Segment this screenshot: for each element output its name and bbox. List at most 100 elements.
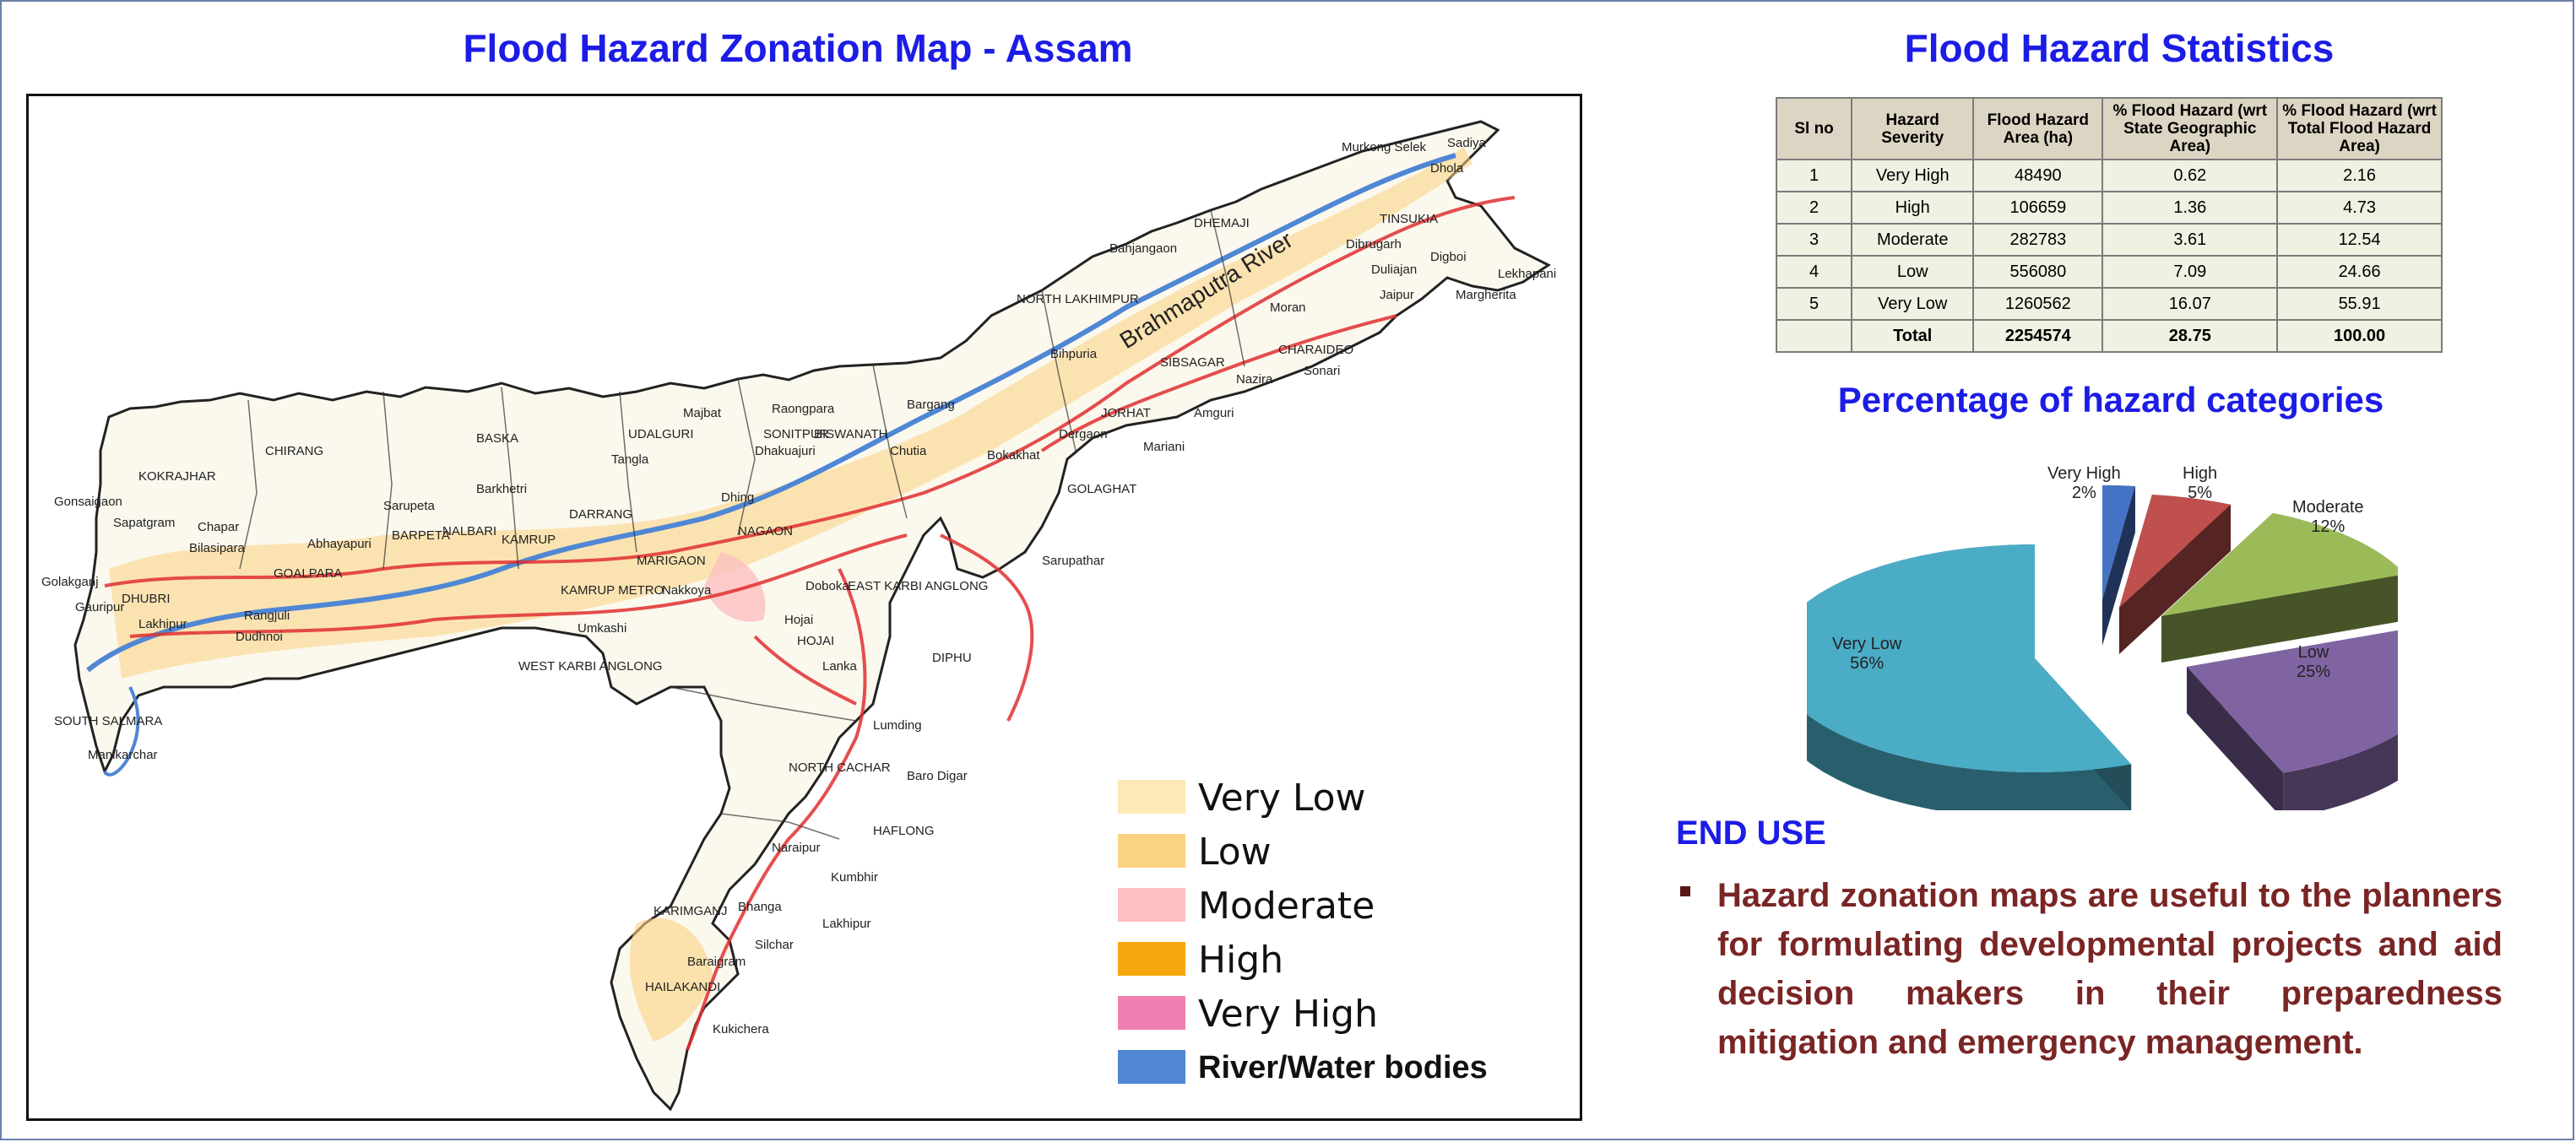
table-cell: 28.75: [2101, 319, 2279, 353]
table-cell: 1: [1775, 159, 1853, 192]
place-label: Dhola: [1430, 161, 1464, 176]
legend-swatch: [1118, 942, 1185, 976]
legend-swatch: [1118, 780, 1185, 814]
place-label: KAMRUP: [502, 533, 556, 547]
table-row: 2 High 106659 1.36 4.73: [1775, 191, 2443, 225]
flood-stats-table: Sl no Hazard Severity Flood Hazard Area …: [1775, 97, 2443, 353]
pie-slice-very-low: [1773, 544, 2132, 772]
pie-chart: Very High 2% High 5% Moderate 12% Low 25% Ve…: [1773, 456, 2449, 820]
table-cell: 1.36: [2101, 191, 2279, 225]
place-label: Jaipur: [1380, 288, 1414, 302]
place-label: Lakhipur: [822, 917, 871, 931]
place-label: Dibrugarh: [1346, 237, 1402, 252]
pie-label-very-low: Very Low 56%: [1832, 635, 1901, 674]
slice-name: Very High: [2047, 464, 2121, 483]
place-label: Naraipur: [772, 841, 821, 855]
place-label: EAST KARBI ANGLONG: [848, 579, 988, 593]
table-cell: Total: [1851, 319, 1975, 353]
legend-label: River/Water bodies: [1198, 1050, 1488, 1085]
end-use-text: Hazard zonation maps are useful to the p…: [1717, 877, 2503, 1061]
place-label: KAMRUP METRO: [561, 583, 664, 598]
place-label: Margherita: [1456, 288, 1516, 302]
table-header-row: Sl no Hazard Severity Flood Hazard Area …: [1775, 97, 2443, 160]
place-label: Umkashi: [578, 621, 626, 636]
bullet-icon: [1680, 886, 1690, 896]
place-label: Dudhnoi: [236, 630, 283, 644]
place-label: GOALPARA: [274, 566, 342, 581]
place-label: KARIMGANJ: [653, 904, 728, 918]
hazard-zone-lowland: [109, 147, 1472, 679]
column-header: % Flood Hazard (wrt Total Flood Hazard A…: [2276, 97, 2443, 160]
place-label: HAFLONG: [873, 824, 935, 838]
place-label: Mariani: [1143, 440, 1185, 454]
legend-label: Very Low: [1198, 777, 1366, 820]
place-label: Lakhipur: [138, 617, 187, 631]
table-cell: 282783: [1972, 223, 2104, 257]
table-cell: 3: [1775, 223, 1853, 257]
legend-label: High: [1198, 939, 1284, 982]
pie-slice-low: [2187, 625, 2449, 773]
legend-item: River/Water bodies: [1118, 1050, 1557, 1087]
place-label: BASKA: [476, 431, 518, 446]
table-cell: 2254574: [1972, 319, 2104, 353]
place-label: Lekhapani: [1498, 267, 1556, 281]
place-label: Nazira: [1236, 372, 1273, 387]
place-label: Lanka: [822, 659, 858, 674]
place-label: Majbat: [683, 406, 722, 420]
place-label: Bhanga: [738, 900, 782, 914]
place-label: SOUTH SALMARA: [54, 714, 162, 728]
slice-name: High: [2183, 464, 2218, 483]
legend-label: Low: [1198, 831, 1272, 874]
place-label: Murkong Selek: [1342, 140, 1427, 154]
pie-title: Percentage of hazard categories: [1837, 380, 2384, 419]
legend-item: Low: [1118, 831, 1557, 874]
place-label: Bihpuria: [1050, 347, 1098, 361]
table-cell: High: [1851, 191, 1975, 225]
table-cell: Very Low: [1851, 287, 1975, 321]
place-label: Gonsaigaon: [54, 495, 122, 509]
pie-slice-very-high: [2102, 485, 2135, 599]
district-boundaries: [239, 209, 1245, 840]
place-label: Manikarchar: [88, 748, 158, 762]
place-label: NORTH CACHAR: [789, 760, 891, 775]
place-label: Golakganj: [41, 575, 99, 589]
pie-slice-high: [2119, 495, 2231, 608]
hazard-zone-south: [629, 917, 713, 1042]
place-label: Nakkoya: [662, 583, 712, 598]
table-row: 3 Moderate 282783 3.61 12.54: [1775, 223, 2443, 257]
slice-percent: 2%: [2071, 484, 2096, 502]
brahmaputra-river: [86, 153, 1456, 673]
place-label: JORHAT: [1101, 406, 1151, 420]
pie-label-low: Low 25%: [2297, 643, 2330, 682]
slice-percent: 25%: [2297, 663, 2331, 681]
pie-label-moderate: Moderate 12%: [2292, 498, 2364, 537]
place-label: TINSUKIA: [1380, 212, 1438, 226]
table-cell: 5: [1775, 287, 1853, 321]
table-cell: Very High: [1851, 159, 1975, 192]
table-total-row: Total 2254574 28.75 100.00: [1775, 319, 2443, 353]
place-label: Kukichera: [713, 1022, 769, 1036]
pie-slice-moderate: [2161, 512, 2405, 616]
table-cell: 2.16: [2276, 159, 2443, 192]
place-label: Sadiya: [1447, 136, 1487, 150]
place-label: Moran: [1270, 300, 1306, 315]
place-label: Digboi: [1430, 250, 1467, 264]
table-cell: 3.61: [2101, 223, 2279, 257]
place-label: Dhakuajuri: [755, 444, 816, 458]
place-label: HOJAI: [797, 634, 834, 648]
place-label: Bokakhat: [987, 448, 1040, 463]
slice-percent: 12%: [2311, 517, 2346, 536]
table-cell: 55.91: [2276, 287, 2443, 321]
place-label: NALBARI: [442, 524, 496, 539]
place-label: Chutia: [890, 444, 927, 458]
place-label: Bargang: [907, 398, 955, 412]
legend-swatch: [1118, 834, 1185, 868]
place-label: Duliajan: [1371, 262, 1417, 277]
road-network: [104, 196, 1516, 1051]
table-cell: 7.09: [2101, 255, 2279, 289]
map-title: Flood Hazard Zonation Map - Assam: [463, 26, 1133, 70]
map-canvas: Murkong Selek Sadiya Dhola TINSUKIA Digb…: [41, 120, 1556, 1112]
table-cell: 106659: [1972, 191, 2104, 225]
place-label: DHEMAJI: [1194, 216, 1250, 230]
